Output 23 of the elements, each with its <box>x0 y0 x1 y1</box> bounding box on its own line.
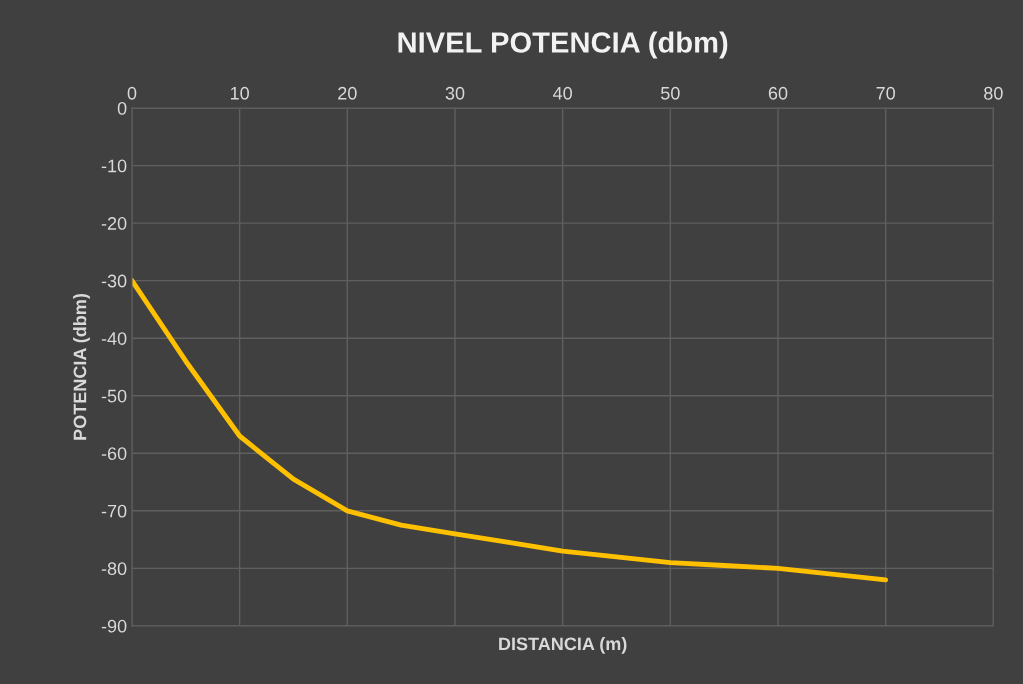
x-tick-label: 60 <box>768 86 788 100</box>
x-tick-label: 20 <box>338 86 357 100</box>
y-tick-label: -10 <box>101 159 127 173</box>
x-tick-label: 40 <box>553 86 572 100</box>
y-tick-label: -70 <box>101 504 127 518</box>
x-tick-label: 30 <box>445 86 465 100</box>
y-axis-title: POTENCIA (dbm) <box>73 293 90 440</box>
y-tick-label: -90 <box>101 619 127 633</box>
x-tick-label: 80 <box>984 86 1003 100</box>
chart-title: NIVEL POTENCIA (dbm) <box>398 31 728 59</box>
x-tick-label: 70 <box>876 86 895 100</box>
y-tick-label: 0 <box>117 102 127 115</box>
y-tick-label: -40 <box>101 332 127 345</box>
y-tick-label: -20 <box>101 217 127 230</box>
y-tick-label: -30 <box>101 274 127 288</box>
x-axis-title: DISTANCIA (m) <box>499 636 627 654</box>
x-tick-label: 10 <box>230 86 249 100</box>
line-series <box>131 278 889 583</box>
y-tick-label: -60 <box>101 447 127 460</box>
y-tick-label: -80 <box>101 562 127 576</box>
x-tick-label: 50 <box>661 86 680 100</box>
x-tick-label: 0 <box>127 86 137 100</box>
y-tick-label: -50 <box>101 389 127 403</box>
